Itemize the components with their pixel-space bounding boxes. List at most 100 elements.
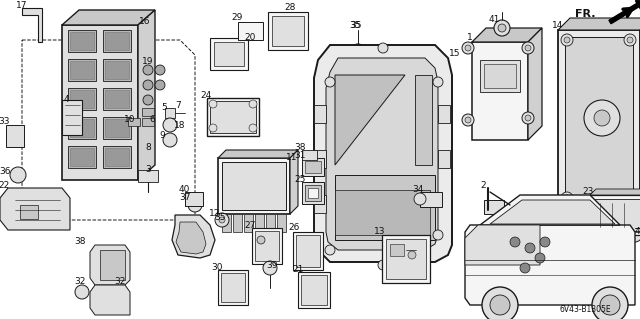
Circle shape [522,112,534,124]
Polygon shape [528,28,542,140]
Circle shape [209,100,217,108]
Polygon shape [103,30,131,52]
Polygon shape [68,146,96,168]
Circle shape [325,245,335,255]
Text: 27: 27 [244,220,256,229]
Text: 34: 34 [412,186,424,195]
Bar [301,275,327,305]
Bar [128,118,140,126]
Bar [308,188,318,198]
Bar [221,273,245,302]
Bar [214,42,244,66]
Text: 39: 39 [266,261,278,270]
Circle shape [522,42,534,54]
Bar [138,170,158,182]
Text: 20: 20 [244,33,256,42]
Bar [222,162,286,210]
Circle shape [143,95,153,105]
Circle shape [263,261,277,275]
Text: 19: 19 [142,57,154,66]
Circle shape [561,192,573,204]
Bar [218,158,290,214]
Bar [238,22,263,40]
Circle shape [592,287,628,319]
Text: 28: 28 [284,4,296,12]
Circle shape [249,100,257,108]
Bar [268,12,308,50]
Bar [590,195,640,235]
Polygon shape [472,28,542,42]
Bar [272,16,304,46]
Bar [305,161,321,173]
Text: 11: 11 [286,153,298,162]
Polygon shape [68,117,96,139]
Polygon shape [480,195,620,225]
Polygon shape [472,42,528,140]
Circle shape [482,287,518,319]
Polygon shape [105,90,129,108]
Bar [305,185,321,201]
Polygon shape [465,225,540,265]
Polygon shape [90,245,130,285]
Polygon shape [490,200,615,224]
Circle shape [354,48,362,56]
Polygon shape [218,150,298,158]
Bar [296,235,320,267]
Bar [165,108,175,118]
Text: 37: 37 [179,194,191,203]
Text: 42: 42 [634,227,640,236]
Circle shape [627,195,633,201]
Bar [558,30,640,208]
Bar [210,101,256,133]
Text: 35: 35 [214,213,226,222]
Circle shape [561,34,573,46]
Circle shape [462,42,474,54]
Text: 32: 32 [74,278,86,286]
Polygon shape [68,59,96,81]
Bar [218,270,248,305]
Bar [266,214,275,232]
Bar [565,37,633,201]
Bar [244,214,253,232]
Polygon shape [138,10,155,180]
Polygon shape [68,88,96,110]
Circle shape [257,236,265,244]
Circle shape [155,80,165,90]
Text: 31: 31 [294,151,306,160]
Polygon shape [103,88,131,110]
Text: 10: 10 [124,115,136,124]
Text: 25: 25 [294,175,306,184]
Bar [222,214,231,232]
Circle shape [143,80,153,90]
Bar [390,244,404,256]
Bar [252,228,282,264]
Circle shape [628,228,640,242]
Bar [314,195,326,213]
Circle shape [414,193,426,205]
FancyArrow shape [609,1,640,24]
Circle shape [75,285,89,299]
Polygon shape [103,59,131,81]
Polygon shape [172,215,215,258]
Polygon shape [68,30,96,52]
Circle shape [490,295,510,315]
Circle shape [378,260,388,270]
Bar [420,192,442,207]
Text: 23: 23 [582,188,594,197]
Circle shape [627,37,633,43]
Circle shape [624,192,636,204]
Circle shape [494,20,510,36]
Polygon shape [415,75,432,165]
Polygon shape [335,75,405,165]
Text: 38: 38 [294,144,306,152]
Circle shape [465,117,471,123]
Text: 2: 2 [480,181,486,189]
Polygon shape [105,148,129,166]
Circle shape [465,45,471,51]
Circle shape [624,34,636,46]
Circle shape [462,114,474,126]
Circle shape [564,37,570,43]
Text: 4: 4 [63,95,69,105]
Polygon shape [558,18,640,30]
Bar [594,199,640,231]
